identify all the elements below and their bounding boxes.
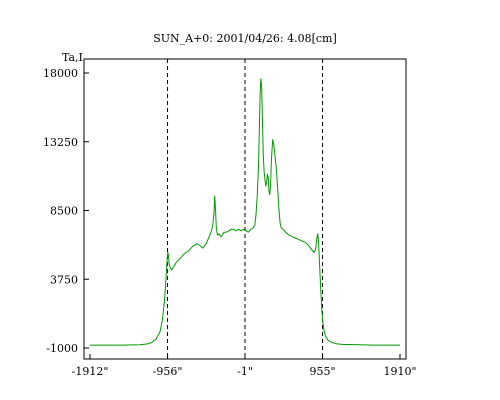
x-tick-label: -1912" [72, 365, 109, 378]
y-tick-label: -1000 [46, 342, 78, 355]
y-tick-label: 8500 [50, 205, 78, 218]
reference-lines [167, 59, 324, 359]
chart-title: SUN_A+0: 2001/04/26: 4.08[cm] [153, 32, 337, 45]
x-tick-label: 955" [310, 365, 336, 378]
x-tick-label: -1" [237, 365, 253, 378]
x-tick-label: -956" [153, 365, 183, 378]
series-line [90, 78, 400, 346]
y-axis-label: Ta,I [62, 51, 83, 64]
x-tick-label: 1910" [383, 365, 416, 378]
axis-ticks: 18000 13250 8500 3750 -1000 -1912" -956" -1" 955… [43, 67, 417, 378]
y-tick-label: 18000 [43, 67, 78, 80]
y-tick-label: 3750 [50, 273, 78, 286]
series-layer [90, 78, 400, 346]
y-tick-label: 13250 [43, 136, 78, 149]
